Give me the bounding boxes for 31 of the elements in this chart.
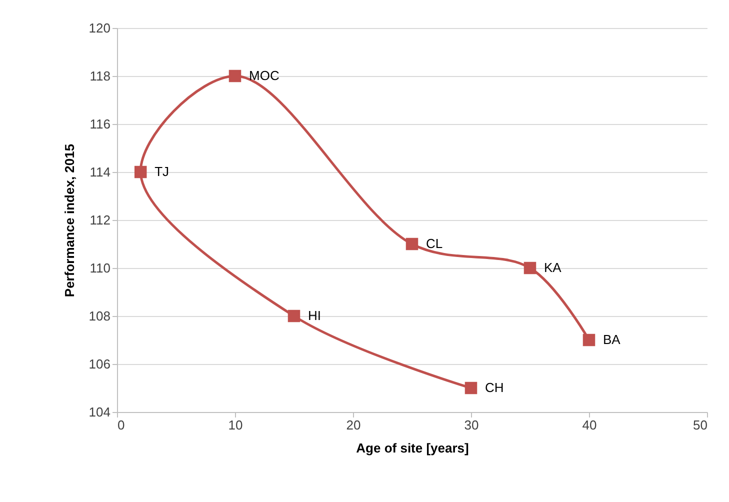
x-tick-label: 0	[118, 418, 125, 432]
y-tick-label: 120	[88, 20, 110, 36]
point	[134, 166, 147, 178]
y-tick-label: 112	[90, 212, 110, 228]
point	[406, 238, 418, 250]
y-tick-label: 118	[90, 68, 110, 84]
point	[582, 334, 596, 346]
annotation: BA	[603, 332, 621, 347]
annotation: CH	[485, 380, 504, 395]
annotation: KA	[544, 260, 562, 275]
y-tick-label: 110	[90, 260, 110, 276]
annotation: MOC	[249, 68, 280, 83]
annotation: HI	[308, 308, 321, 323]
annotation: TJ	[154, 164, 170, 179]
point	[228, 70, 242, 82]
x-tick-label: 50	[693, 418, 708, 432]
y-tick-label: 114	[90, 164, 110, 180]
y-axis-title: Performance index, 2015	[62, 144, 77, 298]
x-tick-label: 40	[582, 418, 597, 432]
y-tick-label: 108	[88, 308, 110, 324]
annotation: CL	[426, 236, 443, 251]
x-tick-label: 30	[464, 418, 479, 432]
point	[288, 310, 300, 322]
x-tick-label: 20	[346, 418, 361, 432]
y-tick-label: 106	[88, 356, 110, 372]
y-tick-label: 104	[88, 404, 110, 420]
point	[524, 262, 536, 274]
x-axis-title: Age of site [years]	[356, 440, 469, 456]
point	[464, 382, 478, 394]
x-tick-label: 10	[228, 418, 243, 432]
y-tick-label: 116	[90, 116, 110, 132]
